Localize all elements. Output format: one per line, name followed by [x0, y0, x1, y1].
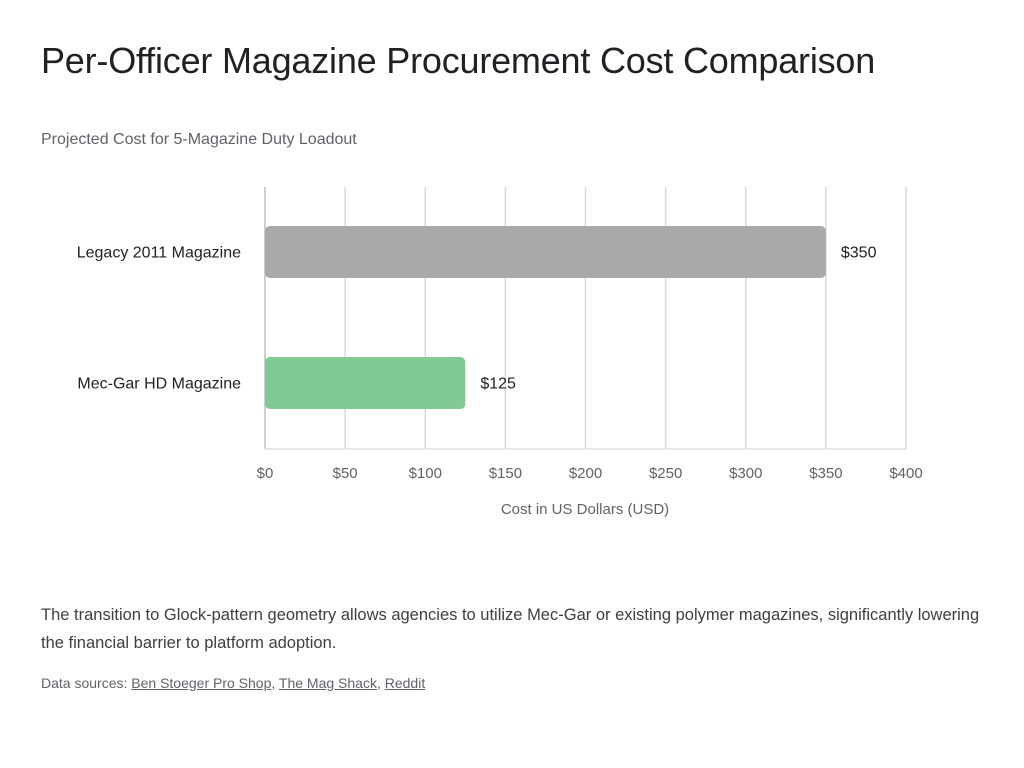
x-tick-label: $150 [489, 465, 522, 482]
x-tick-label: $0 [257, 465, 274, 482]
data-label: $350 [841, 245, 877, 262]
x-axis-title: Cost in US Dollars (USD) [501, 501, 669, 518]
chart-title: Per-Officer Magazine Procurement Cost Co… [41, 40, 876, 81]
labels: $0 $50 $100 $150 $200 $250 $300 $350 $400 Legacy … [77, 245, 923, 483]
source-link-mag-shack[interactable]: The Mag Shack [278, 675, 377, 691]
category-label: Mec-Gar HD Magazine [77, 376, 241, 393]
source-link-reddit[interactable]: Reddit [384, 675, 426, 691]
bars [265, 226, 826, 409]
x-tick-label: $50 [333, 465, 358, 482]
sources-label: Data sources: [41, 675, 128, 691]
x-tick-label: $400 [889, 465, 922, 482]
x-tick-label: $250 [649, 465, 682, 482]
data-sources: Data sources: Ben Stoeger Pro Shop, The … [41, 675, 426, 691]
chart-description: The transition to Glock-pattern geometry… [41, 606, 980, 652]
bar-chart: $0 $50 $100 $150 $200 $250 $300 $350 $400 Legacy … [77, 187, 923, 518]
category-label: Legacy 2011 Magazine [77, 245, 241, 262]
x-tick-label: $100 [409, 465, 442, 482]
x-tick-label: $350 [809, 465, 842, 482]
data-label: $125 [480, 376, 516, 393]
x-tick-label: $300 [729, 465, 762, 482]
x-tick-label: $200 [569, 465, 602, 482]
bar[interactable] [265, 226, 826, 278]
chart-subtitle: Projected Cost for 5-Magazine Duty Loado… [41, 131, 357, 148]
source-link-ben-stoeger[interactable]: Ben Stoeger Pro Shop [131, 675, 272, 691]
bar[interactable] [265, 357, 466, 409]
